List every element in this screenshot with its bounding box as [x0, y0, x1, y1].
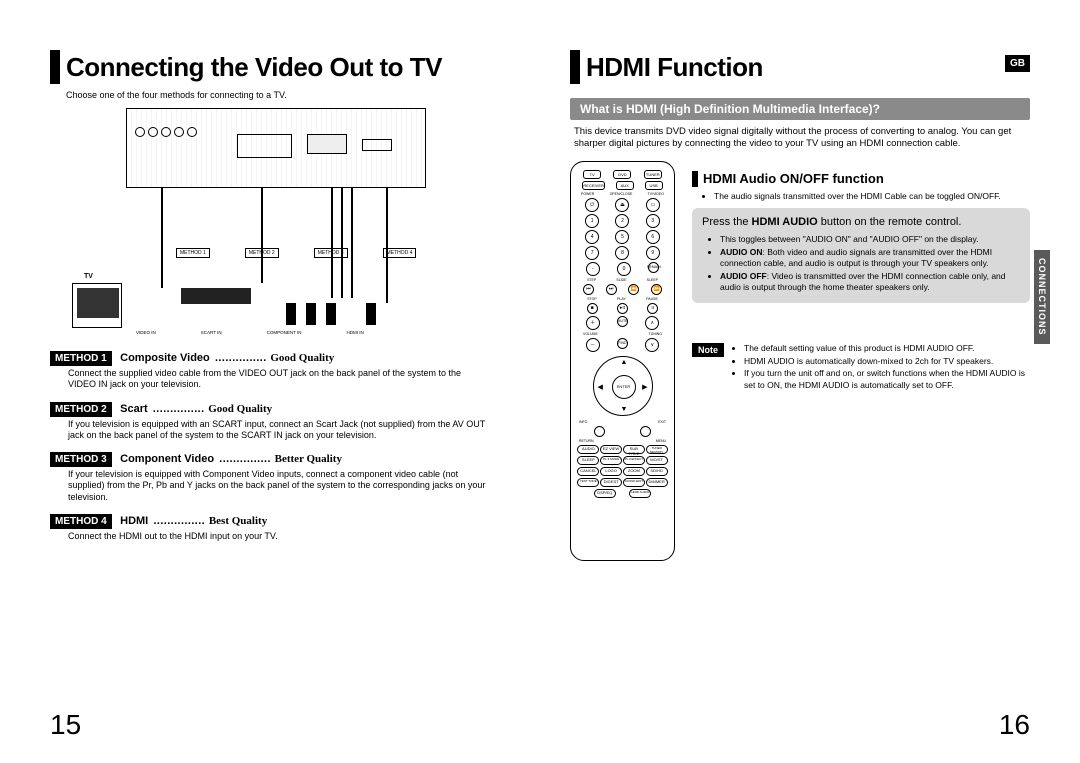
tag-m4: METHOD 4: [383, 248, 417, 258]
remote-power-icon: ⏻: [585, 198, 599, 212]
page-right: HDMI Function GB CONNECTIONS What is HDM…: [540, 0, 1080, 763]
rca-jacks: [135, 127, 197, 137]
hdmi-jack: [362, 139, 392, 151]
left-intro: Choose one of the four methods for conne…: [66, 90, 510, 100]
remote-btn-dvd: DVD: [613, 170, 631, 179]
remote-btn-tuner: TUNER: [644, 170, 662, 179]
method-2: METHOD 2 Scart ............... Good Qual…: [50, 399, 510, 417]
tag-m2: METHOD 2: [245, 248, 279, 258]
sub-bullets: The audio signals transmitted over the H…: [706, 191, 1030, 202]
remote-hdmi-audio-btn: HDMI AUDIO: [629, 489, 651, 498]
method-2-desc: If you television is equipped with an SC…: [68, 419, 488, 442]
method-1-name: Composite Video: [120, 352, 210, 364]
cable-3: [331, 188, 333, 298]
method-4: METHOD 4 HDMI ............... Best Quali…: [50, 511, 510, 529]
cable-4: [386, 188, 388, 303]
hdmi-banner: What is HDMI (High Definition Multimedia…: [570, 98, 1030, 120]
remote-btn-tv: TV: [583, 170, 601, 179]
method-3-badge: METHOD 3: [50, 452, 112, 467]
remote-column: TV DVD TUNER RECEIVER AUX USB POWER OPEN…: [570, 161, 680, 561]
cable-3b: [341, 188, 343, 298]
remote-control-illustration: TV DVD TUNER RECEIVER AUX USB POWER OPEN…: [570, 161, 675, 561]
method-2-badge: METHOD 2: [50, 402, 112, 417]
method-2-quality: Good Quality: [208, 403, 272, 415]
tv-label: TV: [84, 273, 93, 280]
tag-m1: METHOD 1: [176, 248, 210, 258]
scart-connector: [181, 288, 251, 304]
greybox-bullets: This toggles between "AUDIO ON" and "AUD…: [712, 234, 1020, 293]
cable-3c: [351, 188, 353, 298]
method-4-badge: METHOD 4: [50, 514, 112, 529]
method-3-name: Component Video: [120, 453, 214, 465]
press-line: Press the HDMI AUDIO button on the remot…: [702, 216, 1020, 230]
heading-bar: [570, 50, 580, 84]
remote-btn-receiver: RECEIVER: [582, 181, 604, 190]
method-3-quality: Better Quality: [275, 453, 342, 465]
right-heading: HDMI Function: [570, 50, 1030, 84]
left-heading: Connecting the Video Out to TV: [50, 50, 510, 84]
tv-icon: [72, 283, 122, 328]
tag-m3: METHOD 3: [314, 248, 348, 258]
remote-dpad: ENTER ▲ ▼ ◀ ▶: [593, 356, 653, 416]
heading-bar: [50, 50, 60, 84]
instruction-box: Press the HDMI AUDIO button on the remot…: [692, 208, 1030, 303]
method-4-name: HDMI: [120, 515, 148, 527]
note-badge: Note: [692, 343, 724, 357]
connections-tab: CONNECTIONS: [1034, 250, 1050, 344]
method-1-desc: Connect the supplied video cable from th…: [68, 368, 488, 391]
method-3: METHOD 3 Component Video ...............…: [50, 449, 510, 467]
method-4-desc: Connect the HDMI out to the HDMI input o…: [68, 531, 488, 542]
cable-1: [161, 188, 163, 288]
io-labels: VIDEO IN SCART IN COMPONENT IN HDMI IN: [136, 330, 364, 335]
methods-list: METHOD 1 Composite Video ...............…: [50, 348, 510, 542]
method-1: METHOD 1 Composite Video ...............…: [50, 348, 510, 366]
method-1-quality: Good Quality: [270, 352, 334, 364]
diagram-method-tags: METHOD 1 METHOD 2 METHOD 3 METHOD 4: [176, 248, 416, 258]
vga-jack: [307, 134, 347, 154]
component-plugs: [286, 303, 376, 325]
left-title: Connecting the Video Out to TV: [66, 52, 442, 83]
method-4-quality: Best Quality: [209, 515, 267, 527]
method-2-name: Scart: [120, 403, 148, 415]
remote-btn-aux: AUX: [616, 181, 634, 190]
note-list: The default setting value of this produc…: [732, 343, 1030, 392]
page-number-right: 16: [999, 709, 1030, 741]
scart-jack: [237, 134, 292, 158]
gb-badge: GB: [1005, 55, 1030, 72]
remote-btn-usb: USB: [645, 181, 663, 190]
audio-off-bullet: AUDIO OFF: Video is transmitted over the…: [720, 271, 1020, 293]
method-1-badge: METHOD 1: [50, 351, 112, 366]
hdmi-audio-subheading: HDMI Audio ON/OFF function: [692, 171, 1030, 187]
info-column: HDMI Audio ON/OFF function The audio sig…: [692, 161, 1030, 561]
page-left: Connecting the Video Out to TV Choose on…: [0, 0, 540, 763]
note-section: Note The default setting value of this p…: [692, 343, 1030, 392]
page-number-left: 15: [50, 709, 81, 741]
audio-on-bullet: AUDIO ON: Both video and audio signals a…: [720, 247, 1020, 269]
device-back-panel: [126, 108, 426, 188]
cable-2: [261, 188, 263, 283]
connection-diagram: METHOD 1 METHOD 2 METHOD 3 METHOD 4 TV V…: [66, 108, 466, 338]
method-3-desc: If your television is equipped with Comp…: [68, 469, 488, 503]
right-title: HDMI Function: [586, 52, 763, 83]
hdmi-banner-desc: This device transmits DVD video signal d…: [574, 126, 1014, 151]
